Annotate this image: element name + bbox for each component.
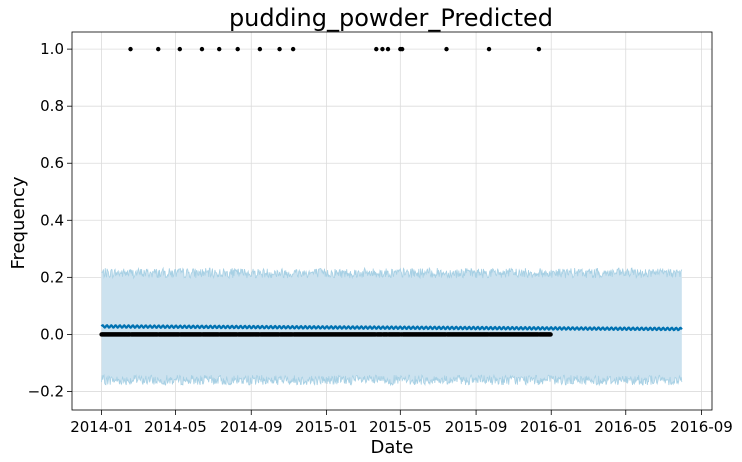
chart-title: pudding_powder_Predicted bbox=[229, 4, 553, 32]
y-tick-label: 0.6 bbox=[40, 154, 64, 172]
x-axis-title: Date bbox=[370, 437, 413, 458]
y-tick-label: −0.2 bbox=[28, 382, 64, 400]
x-tick-label: 2016-09 bbox=[670, 418, 733, 436]
observed-point-one bbox=[199, 46, 205, 52]
y-tick-label: 0.4 bbox=[40, 211, 64, 229]
y-axis-ticks: −0.2 0.0 0.2 0.4 0.6 0.8 1.0 bbox=[28, 40, 72, 400]
y-tick-label: 1.0 bbox=[40, 40, 64, 58]
observed-point-one bbox=[217, 46, 222, 52]
x-tick-label: 2015-01 bbox=[295, 418, 358, 436]
observed-point-zero bbox=[548, 332, 553, 337]
observed-point-one bbox=[177, 46, 182, 52]
forecast-line bbox=[100, 324, 683, 332]
x-tick-label: 2014-05 bbox=[144, 418, 207, 436]
observed-point-one bbox=[444, 46, 449, 52]
observed-points bbox=[99, 46, 553, 337]
y-tick-label: 0.0 bbox=[40, 325, 64, 343]
upper-bound-line bbox=[101, 266, 683, 280]
y-tick-label: 0.2 bbox=[40, 268, 64, 286]
observed-point-one bbox=[536, 46, 542, 52]
observed-point-one bbox=[290, 46, 296, 52]
observed-point-one bbox=[257, 46, 263, 52]
x-tick-label: 2016-05 bbox=[594, 418, 657, 436]
y-tick-label: 0.8 bbox=[40, 97, 64, 115]
x-tick-label: 2014-09 bbox=[220, 418, 283, 436]
y-axis-title: Frequency bbox=[8, 176, 29, 269]
observed-point-one bbox=[374, 46, 379, 52]
x-tick-label: 2015-09 bbox=[445, 418, 508, 436]
x-axis-ticks: 2014-01 2014-05 2014-09 2015-01 2015-05 2015-… bbox=[70, 410, 733, 436]
forecast-yhat-line bbox=[100, 324, 683, 332]
lower-bound-line bbox=[101, 373, 683, 387]
observed-point-one bbox=[380, 46, 385, 52]
observed-point-one bbox=[156, 46, 161, 52]
plot-frame bbox=[71, 31, 713, 411]
observed-point-one bbox=[399, 46, 405, 52]
observed-point-one bbox=[277, 46, 282, 52]
observed-point-one bbox=[486, 46, 492, 52]
observed-point-one bbox=[235, 46, 240, 52]
observed-point-one bbox=[128, 46, 133, 52]
observed-point-one bbox=[385, 46, 391, 52]
x-tick-label: 2015-05 bbox=[369, 418, 432, 436]
x-tick-label: 2014-01 bbox=[70, 418, 133, 436]
x-tick-label: 2016-01 bbox=[520, 418, 583, 436]
